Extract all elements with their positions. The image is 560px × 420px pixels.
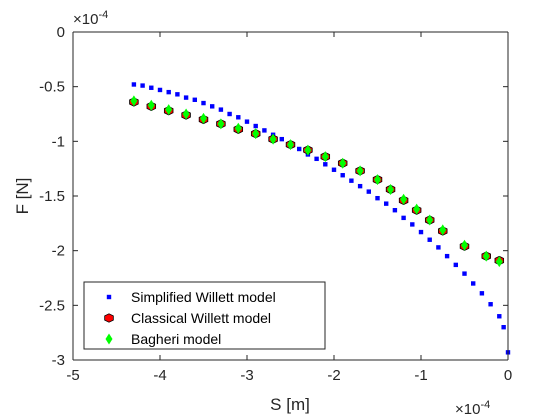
data-point xyxy=(495,256,503,268)
data-point xyxy=(304,144,312,156)
data-point xyxy=(413,203,421,215)
data-point xyxy=(192,97,197,102)
data-point xyxy=(287,139,294,151)
x-tick-labels: -5 -4 -3 -2 -1 0 xyxy=(66,367,512,384)
data-point xyxy=(349,178,354,183)
data-point xyxy=(314,156,319,162)
data-point xyxy=(497,314,502,319)
data-point xyxy=(147,99,155,111)
data-point xyxy=(175,92,180,97)
series-layer xyxy=(129,82,511,355)
y-tick-label: -2 xyxy=(52,243,65,260)
legend-label: Classical Willett model xyxy=(131,310,271,326)
data-point xyxy=(182,108,190,120)
legend-marker xyxy=(104,313,114,323)
data-point xyxy=(227,111,232,117)
x-tick-label: -4 xyxy=(153,367,166,384)
data-point xyxy=(436,245,441,250)
data-point xyxy=(410,222,415,227)
data-point xyxy=(444,253,450,259)
data-point xyxy=(165,104,173,116)
data-point xyxy=(366,189,371,194)
data-point xyxy=(357,183,363,189)
y-exponent-label: ×10-4 xyxy=(73,9,108,28)
legend-box xyxy=(83,281,326,350)
data-point xyxy=(323,162,328,167)
data-point xyxy=(331,167,337,172)
data-point xyxy=(392,208,398,213)
y-axis-label: F [N] xyxy=(13,178,32,215)
data-point xyxy=(236,115,241,120)
x-tick-label: -1 xyxy=(414,367,427,384)
data-point xyxy=(482,250,490,262)
data-point xyxy=(217,118,225,130)
data-point xyxy=(471,281,476,286)
y-tick-label: -0.5 xyxy=(39,79,65,96)
data-point xyxy=(200,112,207,124)
data-point xyxy=(321,151,329,163)
data-point xyxy=(501,325,506,330)
y-tick-label: 0 xyxy=(57,24,65,41)
legend: Simplified Willett model Classical Willet… xyxy=(83,281,326,350)
data-point xyxy=(149,85,154,90)
data-point xyxy=(418,229,424,235)
svg-text:×10-4: ×10-4 xyxy=(455,399,490,418)
data-point xyxy=(426,214,434,226)
data-point xyxy=(461,239,468,251)
data-point xyxy=(479,291,485,296)
data-point xyxy=(244,119,250,124)
series-diamond xyxy=(130,95,503,268)
data-point xyxy=(400,193,408,205)
data-point xyxy=(269,133,277,145)
y-tick-label: -1.5 xyxy=(39,188,65,205)
x-tick-label: -3 xyxy=(240,367,253,384)
data-point xyxy=(131,82,137,87)
y-tick-label: -1 xyxy=(52,133,65,150)
data-point xyxy=(210,104,215,109)
y-tick-label: -3 xyxy=(52,352,65,369)
data-point xyxy=(218,107,224,112)
x-tick-label: -2 xyxy=(327,367,340,384)
data-point xyxy=(375,195,380,201)
x-exponent-label: ×10-4 xyxy=(455,399,490,418)
data-point xyxy=(488,302,493,307)
svg-text:×10-4: ×10-4 xyxy=(73,9,108,28)
data-point xyxy=(427,237,432,242)
data-point xyxy=(253,123,258,129)
x-axis-label: S [m] xyxy=(270,395,310,414)
series-square xyxy=(131,82,511,355)
data-point xyxy=(279,136,284,142)
legend-label: Simplified Willett model xyxy=(131,289,276,305)
data-point xyxy=(252,128,260,140)
data-point xyxy=(340,173,345,178)
legend-label: Bagheri model xyxy=(131,331,221,347)
legend-marker xyxy=(106,294,112,300)
y-tick-labels: 0 -0.5 -1 -1.5 -2 -2.5 -3 xyxy=(39,24,65,369)
data-point xyxy=(140,83,145,88)
data-point xyxy=(374,174,381,186)
data-point xyxy=(201,100,206,106)
data-point xyxy=(297,146,302,152)
data-point xyxy=(234,122,242,134)
x-tick-label: -5 xyxy=(66,367,79,384)
data-point xyxy=(157,87,163,93)
data-point xyxy=(166,89,171,95)
data-point xyxy=(401,215,406,221)
data-point xyxy=(262,128,267,133)
data-point xyxy=(183,95,189,100)
data-point xyxy=(339,157,347,169)
x-tick-label: 0 xyxy=(504,367,512,384)
data-point xyxy=(439,224,447,236)
legend-marker xyxy=(105,333,113,345)
data-point xyxy=(462,271,467,276)
y-tick-label: -2.5 xyxy=(39,297,65,314)
data-point xyxy=(387,183,395,195)
data-point xyxy=(384,201,389,206)
data-point xyxy=(130,95,138,107)
data-point xyxy=(453,262,458,268)
data-point xyxy=(356,165,364,177)
